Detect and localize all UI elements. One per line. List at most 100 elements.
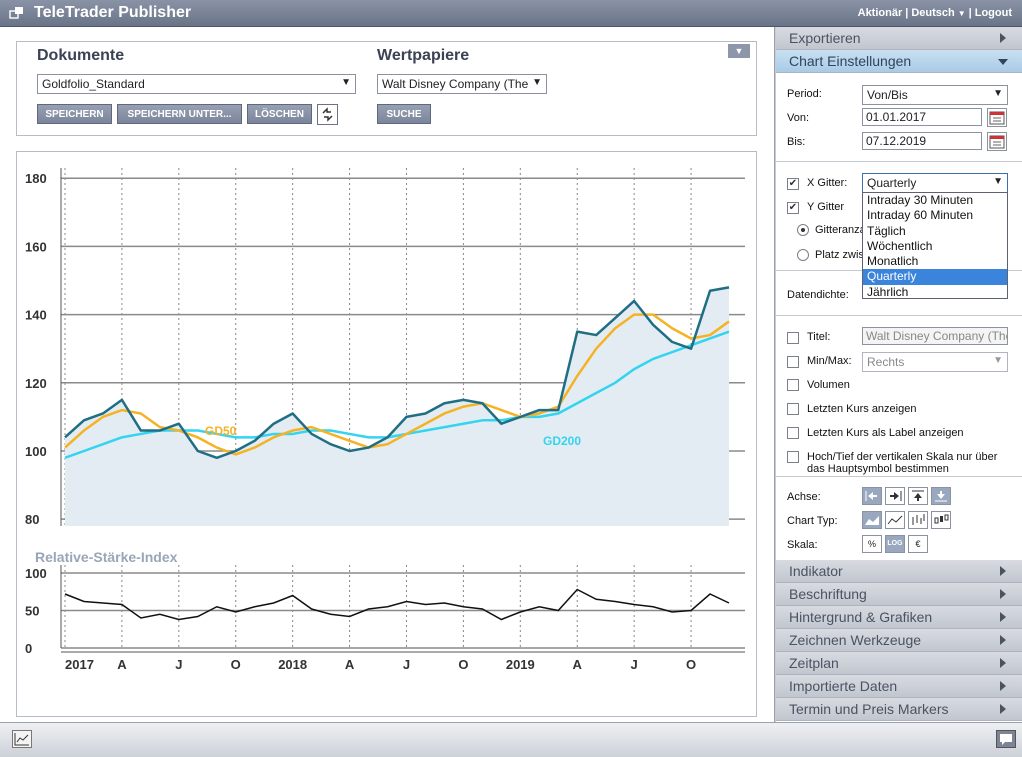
search-button[interactable]: SUCHE xyxy=(377,104,431,124)
dropdown-option[interactable]: Intraday 30 Minuten xyxy=(867,193,974,207)
publisher-logo-icon xyxy=(9,7,23,19)
chevron-right-icon xyxy=(1000,566,1006,576)
highlow-checkbox[interactable] xyxy=(787,451,799,463)
to-label: Bis: xyxy=(787,136,806,148)
last-price-as-label-checkbox[interactable] xyxy=(787,427,799,439)
sidebar-section-label: Hintergrund & Grafiken xyxy=(789,609,933,625)
x-tick-label: J xyxy=(175,657,182,672)
scale-log-button[interactable]: LOG xyxy=(885,535,905,553)
sidebar-section-hintergrund-grafiken[interactable]: Hintergrund & Grafiken xyxy=(776,606,1022,629)
minmax-select[interactable]: Rechts ▼ xyxy=(862,352,1008,372)
rsi-y-tick-label: 50 xyxy=(25,604,39,619)
sidebar-section-label: Indikator xyxy=(789,563,843,579)
from-label: Von: xyxy=(787,112,810,124)
y-tick-label: 180 xyxy=(25,171,47,186)
last-price-checkbox[interactable] xyxy=(787,403,799,415)
logout-link[interactable]: Logout xyxy=(974,7,1012,19)
volume-checkbox[interactable] xyxy=(787,379,799,391)
x-tick-label: 2017 xyxy=(65,657,94,672)
chat-button[interactable] xyxy=(996,730,1016,748)
sidebar-section-label: Importierte Daten xyxy=(789,678,898,694)
dropdown-option[interactable]: Intraday 60 Minuten xyxy=(867,208,974,223)
from-date-input[interactable]: 01.01.2017 xyxy=(862,108,982,126)
sidebar-section-label: Termin und Preis Markers xyxy=(789,701,949,717)
chart-type-line-button[interactable] xyxy=(885,511,905,529)
scale-label: Skala: xyxy=(787,539,818,551)
export-section[interactable]: Exportieren xyxy=(776,27,1022,50)
arrow-right-icon xyxy=(890,491,902,501)
scale-euro-button[interactable]: € xyxy=(908,535,928,553)
axis-bottom-button[interactable] xyxy=(931,487,951,505)
x-grid-select[interactable]: Quarterly ▼ xyxy=(862,173,1008,193)
chevron-down-icon: ▼ xyxy=(993,355,1003,366)
main-area: ▼ Dokumente Goldfolio_Standard ▼ SPEICHE… xyxy=(0,27,775,722)
save-as-button[interactable]: SPEICHERN UNTER... xyxy=(117,104,242,124)
header-links: Aktionär | Deutsch ▼ | Logout xyxy=(858,7,1012,19)
dropdown-option[interactable]: Monatlich xyxy=(867,254,919,269)
ohlc-chart-icon xyxy=(912,514,925,525)
chevron-right-icon xyxy=(1000,635,1006,645)
last-price-as-label-label: Letzten Kurs als Label anzeigen xyxy=(807,427,964,439)
calendar-icon[interactable] xyxy=(987,108,1007,127)
chevron-right-icon xyxy=(1000,704,1006,714)
chevron-down-icon[interactable]: ▼ xyxy=(957,8,966,18)
axis-left-button[interactable] xyxy=(862,487,882,505)
x-grid-label: X Gitter: xyxy=(807,177,848,189)
chart-type-area-button[interactable] xyxy=(862,511,882,529)
line-chart-icon xyxy=(887,515,903,525)
divider xyxy=(776,315,1022,316)
dropdown-option[interactable]: Wöchentlich xyxy=(867,238,933,253)
sidebar-section-label: Zeitplan xyxy=(789,655,839,671)
language-select[interactable]: Deutsch xyxy=(911,7,955,19)
sidebar-section-zeichnen-werkzeuge[interactable]: Zeichnen Werkzeuge xyxy=(776,629,1022,652)
rsi-y-tick-label: 100 xyxy=(25,566,47,581)
axis-label: Achse: xyxy=(787,491,821,503)
chart-type-candle-button[interactable] xyxy=(931,511,951,529)
chart-view-button[interactable] xyxy=(12,730,32,748)
x-grid-checkbox[interactable]: ✔ xyxy=(787,178,799,190)
calendar-icon[interactable] xyxy=(987,132,1007,151)
to-date-input[interactable]: 07.12.2019 xyxy=(862,132,982,150)
price-chart[interactable]: 80 100 120 140 160 180 GD50 GD200 Relative-St… xyxy=(17,152,756,716)
y-grid-label: Y Gitter xyxy=(807,201,845,213)
sidebar-section-termin-und-preis-markers[interactable]: Termin und Preis Markers xyxy=(776,698,1022,721)
dropdown-option[interactable]: Quarterly xyxy=(863,269,1007,285)
security-select[interactable]: Walt Disney Company (The ▼ xyxy=(377,74,547,94)
chevron-right-icon xyxy=(1000,612,1006,622)
chart-type-bar-button[interactable] xyxy=(908,511,928,529)
y-tick-label: 120 xyxy=(25,376,47,391)
collapse-panel-button[interactable]: ▼ xyxy=(728,44,750,58)
period-label: Period: xyxy=(787,88,822,100)
chevron-down-icon: ▼ xyxy=(993,88,1003,99)
chart-settings-section[interactable]: Chart Einstellungen xyxy=(776,50,1022,73)
title-checkbox[interactable] xyxy=(787,332,799,344)
delete-button[interactable]: LÖSCHEN xyxy=(247,104,312,124)
period-select[interactable]: Von/Bis ▼ xyxy=(862,85,1008,105)
separator: | xyxy=(968,7,972,19)
sidebar-section-importierte-daten[interactable]: Importierte Daten xyxy=(776,675,1022,698)
title-input[interactable]: Walt Disney Company (The xyxy=(862,327,1008,345)
y-tick-label: 100 xyxy=(25,444,47,459)
grid-count-radio[interactable] xyxy=(797,224,809,236)
data-density-label: Datendichte: xyxy=(787,289,849,301)
dropdown-option[interactable]: Täglich xyxy=(867,223,906,238)
settings-sidebar: Exportieren Chart Einstellungen Period: … xyxy=(776,27,1022,722)
dropdown-option[interactable]: Jährlich xyxy=(867,284,909,299)
save-button[interactable]: SPEICHERN xyxy=(37,104,112,124)
refresh-button[interactable] xyxy=(317,104,338,125)
grid-space-radio[interactable] xyxy=(797,249,809,261)
scale-percent-button[interactable]: % xyxy=(862,535,882,553)
minmax-value: Rechts xyxy=(867,355,905,369)
securities-title: Wertpapiere xyxy=(377,47,470,64)
sidebar-section-indikator[interactable]: Indikator xyxy=(776,560,1022,583)
sidebar-section-zeitplan[interactable]: Zeitplan xyxy=(776,652,1022,675)
x-grid-dropdown-list[interactable]: Intraday 30 Minuten Intraday 60 Minuten Tä… xyxy=(862,192,1008,299)
aktionaer-link[interactable]: Aktionär xyxy=(857,7,903,19)
document-select[interactable]: Goldfolio_Standard ▼ xyxy=(37,74,356,94)
minmax-checkbox[interactable] xyxy=(787,356,799,368)
sidebar-section-beschriftung[interactable]: Beschriftung xyxy=(776,583,1022,606)
axis-right-button[interactable] xyxy=(885,487,905,505)
axis-top-button[interactable] xyxy=(908,487,928,505)
grid-space-label: Platz zwis xyxy=(815,249,864,261)
y-grid-checkbox[interactable]: ✔ xyxy=(787,202,799,214)
